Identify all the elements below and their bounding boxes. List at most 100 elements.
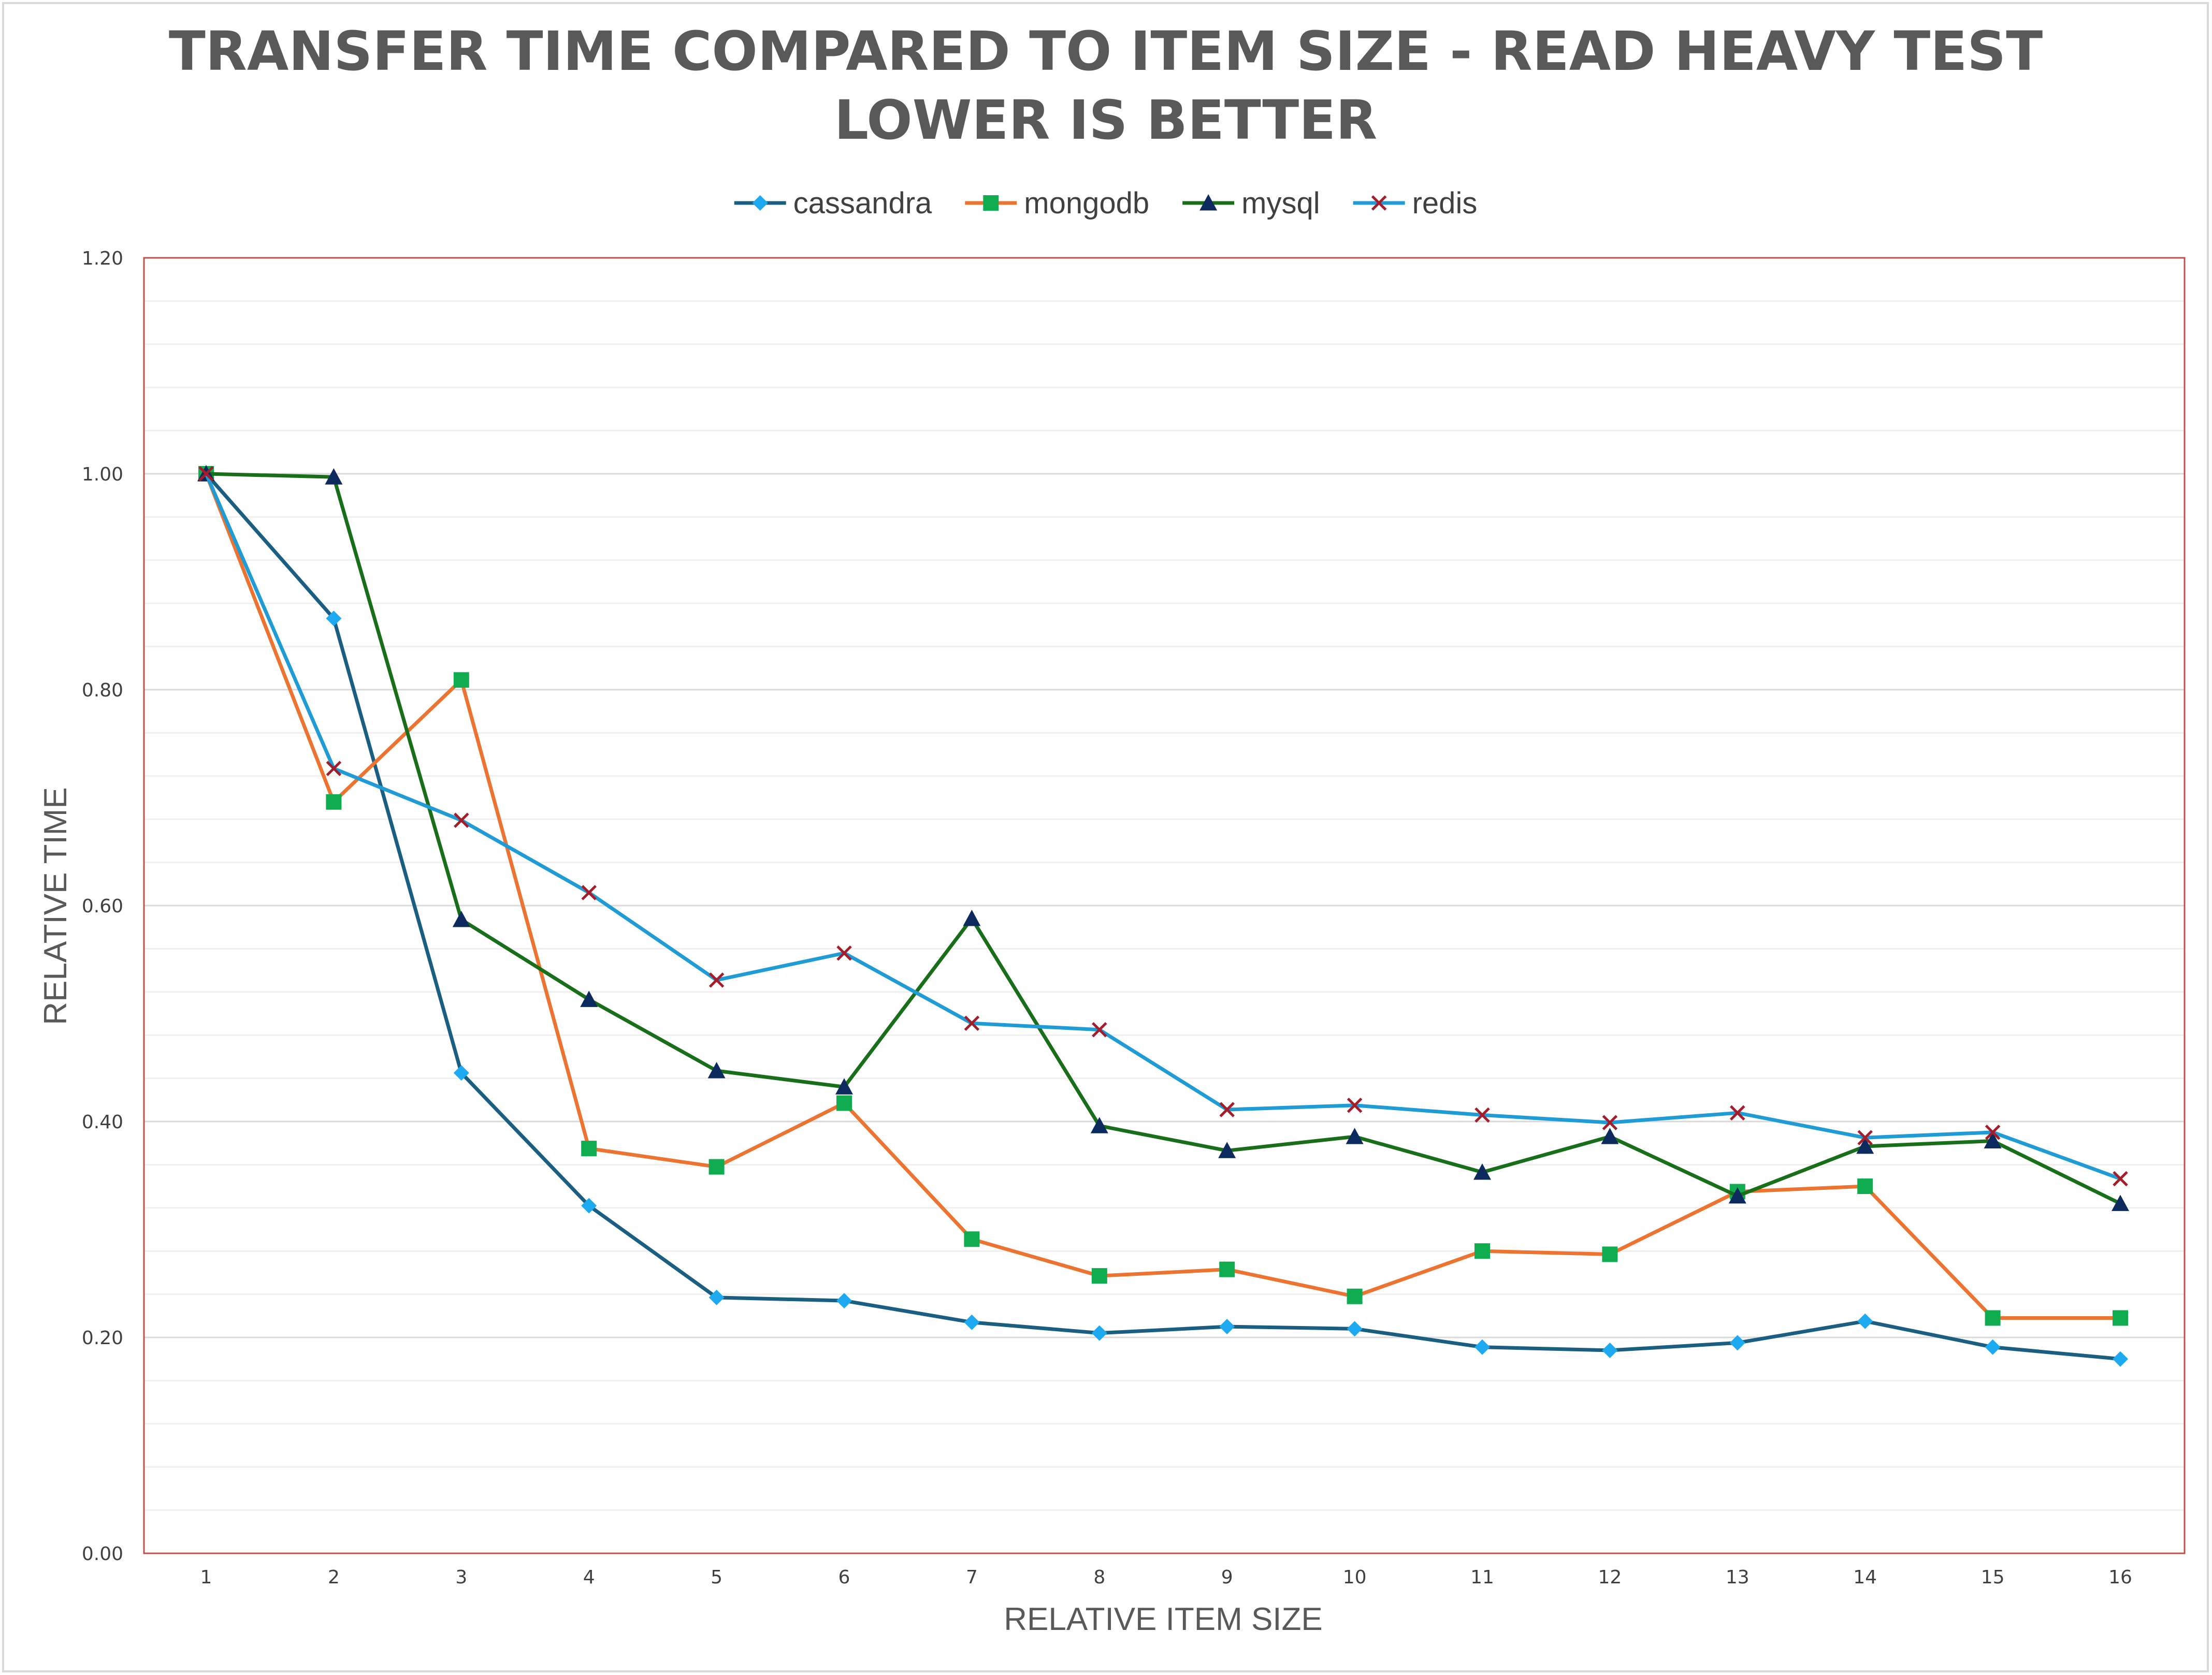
data-point <box>1730 1105 1745 1121</box>
data-point <box>326 761 342 776</box>
legend-item-mysql: mysql <box>1182 186 1320 220</box>
data-point <box>1474 1339 1490 1355</box>
chart-subtitle: LOWER IS BETTER <box>834 89 1378 152</box>
data-point <box>1602 1115 1618 1130</box>
y-tick-label: 1.20 <box>82 248 123 269</box>
y-tick-label: 0.00 <box>82 1543 123 1565</box>
data-point <box>1219 1319 1235 1335</box>
y-tick-label: 1.00 <box>82 464 123 485</box>
data-point <box>1347 1097 1363 1113</box>
data-point <box>1857 1178 1873 1195</box>
x-tick-label: 11 <box>1470 1567 1494 1588</box>
legend-label: mysql <box>1241 186 1320 220</box>
data-point <box>964 1314 980 1330</box>
x-tick-label: 7 <box>966 1567 978 1588</box>
data-point <box>1219 1261 1235 1277</box>
data-point <box>580 991 598 1007</box>
data-point <box>1347 1288 1363 1304</box>
data-point <box>964 1231 980 1247</box>
data-point <box>1474 1107 1490 1123</box>
data-point <box>198 466 214 482</box>
x-axis-tick-labels: 1 2 3 4 5 6 7 8 9 10 11 12 13 14 15 16 <box>200 1567 2132 1588</box>
series-cassandra <box>198 466 2128 1367</box>
data-point <box>326 794 342 810</box>
data-point <box>1985 1339 2001 1355</box>
data-point <box>2113 1351 2128 1367</box>
x-tick-label: 12 <box>1598 1567 1622 1588</box>
x-tick-label: 8 <box>1093 1567 1105 1588</box>
data-point <box>2113 1310 2128 1326</box>
legend-item-mongodb: mongodb <box>965 186 1149 220</box>
data-point <box>707 1062 726 1079</box>
data-point <box>1984 1132 2002 1148</box>
data-point <box>1347 1321 1363 1337</box>
x-tick-label: 2 <box>328 1567 340 1588</box>
x-tick-label: 5 <box>711 1567 722 1588</box>
x-tick-label: 15 <box>1981 1567 2005 1588</box>
series-line-cassandra <box>205 472 2121 1361</box>
data-point <box>2113 1171 2128 1187</box>
x-tick-label: 6 <box>838 1567 850 1588</box>
legend-label: cassandra <box>793 186 932 220</box>
data-point <box>1091 1325 1107 1341</box>
data-point <box>581 1141 597 1157</box>
data-point <box>1602 1343 1618 1359</box>
data-point <box>835 1078 853 1095</box>
series-line-mongodb <box>204 473 2120 1320</box>
data-point <box>1857 1130 1873 1146</box>
data-point <box>963 910 981 926</box>
data-point <box>453 672 469 688</box>
data-point <box>1371 195 1387 211</box>
y-tick-label: 0.60 <box>82 896 123 917</box>
data-point <box>1728 1187 1746 1204</box>
x-tick-label: 4 <box>583 1567 595 1588</box>
x-tick-label: 9 <box>1221 1567 1233 1588</box>
plot-area-border <box>143 257 2186 1554</box>
data-point <box>1856 1137 1874 1154</box>
y-axis-title: RELATIVE TIME <box>38 787 74 1025</box>
data-point <box>1985 1310 2001 1326</box>
data-point <box>1091 1268 1107 1284</box>
x-axis-title: RELATIVE ITEM SIZE <box>1004 1601 1323 1637</box>
data-point <box>752 195 768 211</box>
x-tick-label: 13 <box>1726 1567 1750 1588</box>
x-tick-label: 10 <box>1343 1567 1367 1588</box>
data-point <box>1199 194 1218 211</box>
data-point <box>1346 1128 1364 1144</box>
data-point <box>709 972 725 988</box>
minor-gridlines <box>144 300 2185 1511</box>
data-point <box>836 945 852 961</box>
data-point <box>2112 1195 2129 1211</box>
data-point <box>1729 1335 1745 1351</box>
data-point <box>1218 1142 1236 1158</box>
data-point <box>454 812 469 828</box>
legend-item-redis: redis <box>1353 186 1477 220</box>
data-point <box>1473 1163 1491 1180</box>
data-point <box>983 195 999 211</box>
legend: cassandra mongodb mysql redis <box>734 186 1477 220</box>
x-tick-label: 1 <box>200 1567 212 1588</box>
data-point <box>452 911 470 927</box>
chart-title: TRANSFER TIME COMPARED TO ITEM SIZE - RE… <box>169 20 2043 83</box>
series-layer <box>197 465 2129 1367</box>
series-redis <box>198 466 2128 1187</box>
series-mysql <box>197 465 2129 1211</box>
y-tick-label: 0.20 <box>82 1328 123 1349</box>
data-point <box>1601 1128 1619 1144</box>
series-line-mysql <box>206 472 2121 1205</box>
x-tick-label: 3 <box>455 1567 467 1588</box>
y-tick-label: 0.40 <box>82 1112 123 1133</box>
data-point <box>709 1159 725 1175</box>
data-point <box>964 1015 980 1031</box>
data-point <box>1090 1117 1108 1133</box>
data-point <box>1857 1313 1873 1329</box>
data-point <box>709 1289 725 1305</box>
legend-label: mongodb <box>1024 186 1149 220</box>
x-tick-label: 14 <box>1853 1567 1877 1588</box>
data-point <box>836 1095 852 1111</box>
data-point <box>581 885 597 900</box>
y-axis-tick-labels: 0.00 0.20 0.40 0.60 0.80 1.00 1.20 <box>82 248 123 1565</box>
data-point <box>326 610 342 627</box>
data-point <box>1985 1125 2001 1140</box>
